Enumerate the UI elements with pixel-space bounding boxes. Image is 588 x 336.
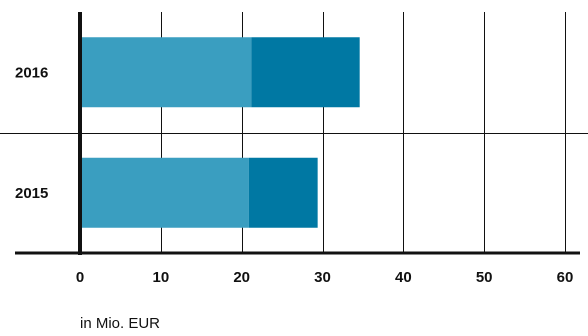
x-tick-labels: 0 10 20 30 40 50 60 bbox=[76, 269, 574, 286]
bar-2016-segment-2 bbox=[251, 37, 360, 108]
x-tick-label-60: 60 bbox=[557, 269, 574, 286]
bar-2015-segment-2 bbox=[248, 157, 318, 228]
x-tick-label-40: 40 bbox=[395, 269, 412, 286]
category-label-2015: 2015 bbox=[15, 185, 48, 202]
axes bbox=[15, 12, 580, 255]
x-tick-label-10: 10 bbox=[152, 269, 169, 286]
x-axis-unit-label: in Mio. EUR bbox=[80, 315, 160, 332]
category-label-2016: 2016 bbox=[15, 64, 48, 81]
bars bbox=[80, 37, 360, 228]
bar-2015-segment-1 bbox=[80, 157, 249, 228]
x-tick-label-50: 50 bbox=[476, 269, 493, 286]
bar-2016-segment-1 bbox=[80, 37, 252, 108]
x-tick-label-20: 20 bbox=[233, 269, 250, 286]
x-tick-label-30: 30 bbox=[314, 269, 331, 286]
category-labels: 2016 2015 bbox=[15, 64, 48, 202]
x-tick-label-0: 0 bbox=[76, 269, 84, 286]
